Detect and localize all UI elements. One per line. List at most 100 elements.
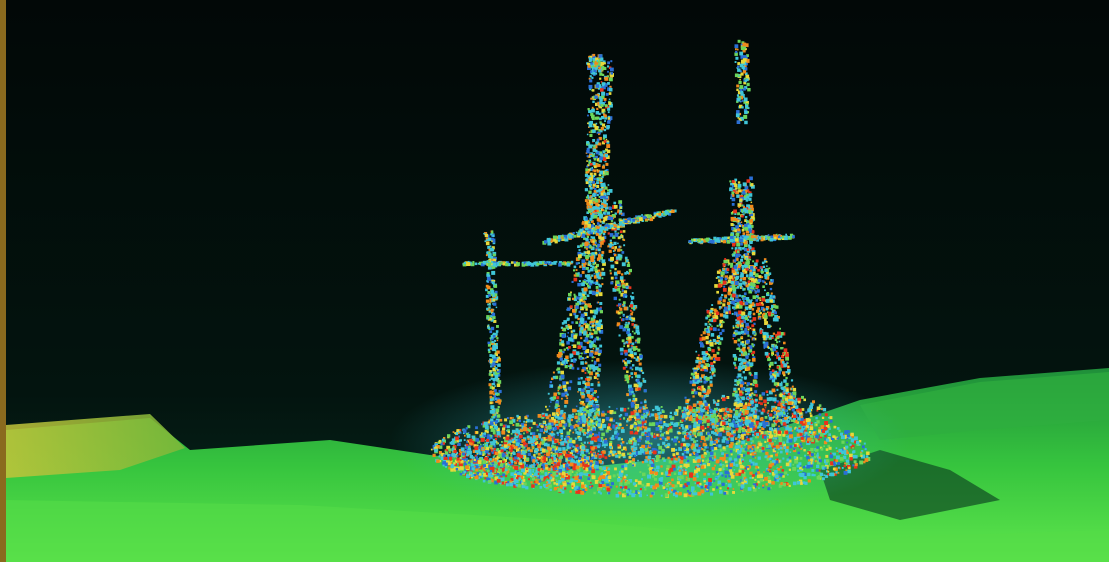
echo-speck — [581, 388, 585, 393]
echo-speck — [576, 462, 581, 466]
echo-speck — [488, 464, 492, 468]
echo-speck — [685, 461, 688, 464]
echo-speck — [626, 480, 630, 485]
echo-speck — [529, 449, 533, 453]
echo-speck — [586, 403, 590, 407]
echo-speck — [710, 414, 714, 418]
echo-speck — [615, 454, 619, 458]
echo-speck — [593, 145, 596, 148]
echo-speck — [438, 455, 441, 458]
echo-speck — [533, 454, 536, 457]
echo-speck — [598, 84, 602, 87]
echo-speck — [738, 461, 742, 465]
echo-speck — [591, 475, 596, 480]
echo-speck — [694, 457, 698, 461]
echo-speck — [489, 467, 493, 470]
echo-speck — [471, 467, 475, 471]
echo-speck — [728, 414, 732, 418]
echo-speck — [595, 232, 599, 236]
echo-speck — [797, 469, 800, 472]
echo-speck — [643, 486, 646, 489]
echo-speck — [582, 423, 586, 427]
echo-speck — [562, 328, 567, 332]
echo-speck — [598, 276, 601, 280]
echo-speck — [575, 455, 578, 459]
echo-speck — [566, 445, 571, 450]
echo-speck — [664, 493, 669, 497]
echo-speck — [462, 432, 465, 435]
echo-speck — [791, 429, 794, 432]
echo-speck — [732, 424, 736, 428]
echo-speck — [689, 433, 692, 436]
echo-speck — [589, 254, 592, 256]
echo-speck — [466, 474, 470, 479]
echo-speck — [777, 460, 781, 463]
echo-speck — [450, 463, 455, 468]
echo-speck — [602, 174, 605, 177]
echo-speck — [512, 441, 515, 444]
echo-speck — [515, 441, 517, 443]
echo-speck — [548, 437, 552, 442]
echo-speck — [664, 445, 668, 448]
echo-speck — [526, 418, 530, 423]
echo-speck — [561, 415, 566, 420]
echo-speck — [597, 374, 600, 377]
echo-speck — [666, 436, 670, 440]
echo-speck — [721, 482, 725, 486]
echo-speck — [558, 385, 562, 389]
echo-speck — [591, 447, 595, 451]
echo-speck — [792, 481, 797, 486]
echo-speck — [547, 435, 551, 439]
echo-speck — [604, 209, 608, 213]
echo-speck — [624, 475, 627, 478]
echo-speck — [644, 459, 648, 463]
echo-speck — [537, 464, 541, 468]
echo-speck — [594, 398, 597, 402]
echo-speck — [710, 451, 714, 456]
echo-speck — [736, 480, 738, 483]
echo-speck — [764, 416, 768, 419]
echo-speck — [807, 408, 811, 413]
echo-speck — [591, 466, 595, 470]
echo-speck — [747, 445, 752, 449]
echo-speck — [546, 443, 550, 447]
echo-speck — [550, 457, 555, 461]
echo-speck — [519, 454, 523, 459]
echo-speck — [800, 482, 803, 485]
echo-speck — [586, 170, 590, 174]
echo-speck — [652, 468, 655, 472]
echo-speck — [514, 446, 518, 450]
echo-speck — [785, 435, 788, 438]
echo-speck — [587, 430, 591, 434]
echo-speck — [787, 462, 792, 467]
echo-speck — [704, 407, 706, 410]
echo-speck — [827, 470, 830, 473]
echo-speck — [661, 449, 665, 453]
echo-speck — [587, 175, 592, 179]
echo-speck — [601, 259, 606, 264]
echo-speck — [597, 301, 600, 304]
echo-speck — [782, 443, 786, 447]
echo-speck — [502, 424, 506, 428]
echo-speck — [845, 469, 848, 472]
echo-speck — [597, 246, 599, 248]
echo-speck — [509, 480, 512, 483]
echo-speck — [526, 447, 531, 451]
echo-speck — [754, 432, 758, 436]
echo-speck — [556, 413, 560, 417]
echo-speck — [794, 427, 797, 430]
echo-speck — [541, 456, 544, 459]
echo-speck — [819, 435, 822, 439]
echo-speck — [633, 440, 637, 444]
echo-speck — [519, 434, 523, 439]
echo-speck — [825, 474, 829, 478]
echo-speck — [572, 445, 574, 448]
echo-speck — [807, 452, 809, 454]
echo-speck — [607, 140, 609, 143]
echo-speck — [745, 436, 748, 439]
echo-speck — [503, 471, 507, 475]
echo-speck — [525, 421, 528, 423]
echo-speck — [591, 319, 596, 323]
echo-speck — [546, 438, 549, 441]
echo-speck — [672, 467, 676, 471]
